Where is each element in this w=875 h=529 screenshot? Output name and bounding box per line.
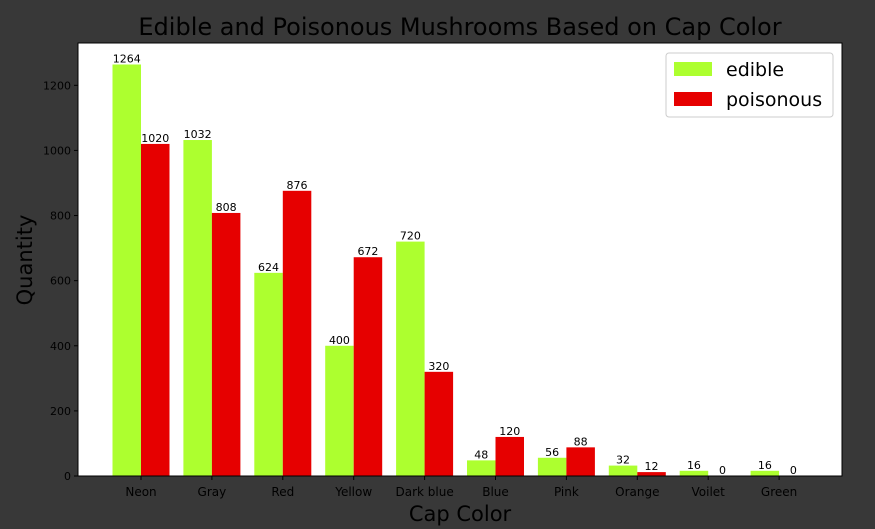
x-tick-label: Green	[761, 485, 797, 499]
bar-poisonous-red	[282, 190, 312, 476]
bar-poisonous-pink	[566, 447, 595, 476]
data-label-poisonous-voilet: 0	[719, 464, 726, 477]
data-label-poisonous-orange: 12	[645, 460, 659, 473]
y-tick-label: 1200	[43, 79, 71, 92]
data-label-edible-green: 16	[758, 459, 772, 472]
bar-poisonous-gray	[211, 212, 241, 476]
y-tick-label: 600	[50, 275, 71, 288]
bar-edible-neon	[112, 64, 141, 477]
legend-swatch-poisonous	[674, 92, 712, 106]
data-label-poisonous-green: 0	[790, 464, 797, 477]
bar-edible-green	[750, 470, 780, 476]
y-axis: 0 200 400 600 800 1000 1200	[43, 79, 78, 483]
data-label-poisonous-yellow: 672	[357, 245, 378, 258]
data-label-edible-orange: 32	[616, 454, 630, 467]
data-label-poisonous-pink: 88	[574, 435, 588, 448]
x-tick-label: Dark blue	[395, 485, 453, 499]
data-label-poisonous-dark-blue: 320	[428, 360, 449, 373]
bars-layer	[112, 64, 780, 477]
legend-label-edible: edible	[726, 59, 784, 81]
x-tick-label: Blue	[482, 485, 509, 499]
data-label-edible-blue: 48	[474, 448, 488, 461]
bar-edible-gray	[183, 140, 212, 476]
data-label-poisonous-red: 876	[287, 179, 308, 192]
x-tick-label: Pink	[554, 485, 579, 499]
bar-poisonous-neon	[141, 143, 170, 476]
data-label-edible-red: 624	[258, 261, 279, 274]
x-tick-label: Voilet	[692, 485, 726, 499]
bar-edible-red	[254, 272, 283, 476]
chart-title: Edible and Poisonous Mushrooms Based on …	[138, 13, 781, 41]
bar-poisonous-yellow	[353, 257, 383, 476]
y-tick-label: 1000	[43, 144, 71, 157]
plot-frame	[77, 42, 843, 477]
data-label-edible-neon: 1264	[113, 52, 141, 65]
x-tick-label: Red	[271, 485, 294, 499]
data-label-edible-voilet: 16	[687, 459, 701, 472]
data-label-poisonous-gray: 808	[216, 201, 237, 214]
y-tick-label: 800	[50, 210, 71, 223]
bar-edible-dark-blue	[396, 241, 425, 476]
y-tick-label: 200	[50, 405, 71, 418]
bar-edible-yellow	[325, 345, 354, 476]
x-axis: Neon Gray Red Yellow Dark blue Blue Pink Orange…	[125, 476, 797, 499]
x-tick-label: Gray	[198, 485, 227, 499]
legend-label-poisonous: poisonous	[726, 89, 822, 111]
bar-poisonous-blue	[495, 436, 524, 476]
bar-edible-voilet	[679, 470, 709, 476]
data-label-poisonous-neon: 1020	[141, 132, 169, 145]
y-tick-label: 400	[50, 340, 71, 353]
data-label-edible-dark-blue: 720	[400, 230, 421, 243]
bar-poisonous-dark-blue	[424, 371, 454, 476]
legend: edible poisonous	[665, 52, 834, 118]
data-label-edible-yellow: 400	[329, 334, 350, 347]
data-label-edible-pink: 56	[545, 446, 559, 459]
data-label-edible-gray: 1032	[184, 128, 212, 141]
x-tick-label: Orange	[615, 485, 659, 499]
x-tick-label: Yellow	[334, 485, 372, 499]
data-label-poisonous-blue: 120	[499, 425, 520, 438]
x-axis-label: Cap Color	[409, 502, 512, 526]
x-tick-label: Neon	[125, 485, 156, 499]
bar-edible-orange	[608, 465, 638, 476]
legend-swatch-edible	[674, 62, 712, 76]
y-axis-label: Quantity	[13, 215, 37, 306]
bar-edible-pink	[537, 457, 567, 476]
bar-poisonous-orange	[637, 472, 666, 476]
bar-edible-blue	[467, 460, 496, 476]
y-tick-label: 0	[64, 470, 71, 483]
